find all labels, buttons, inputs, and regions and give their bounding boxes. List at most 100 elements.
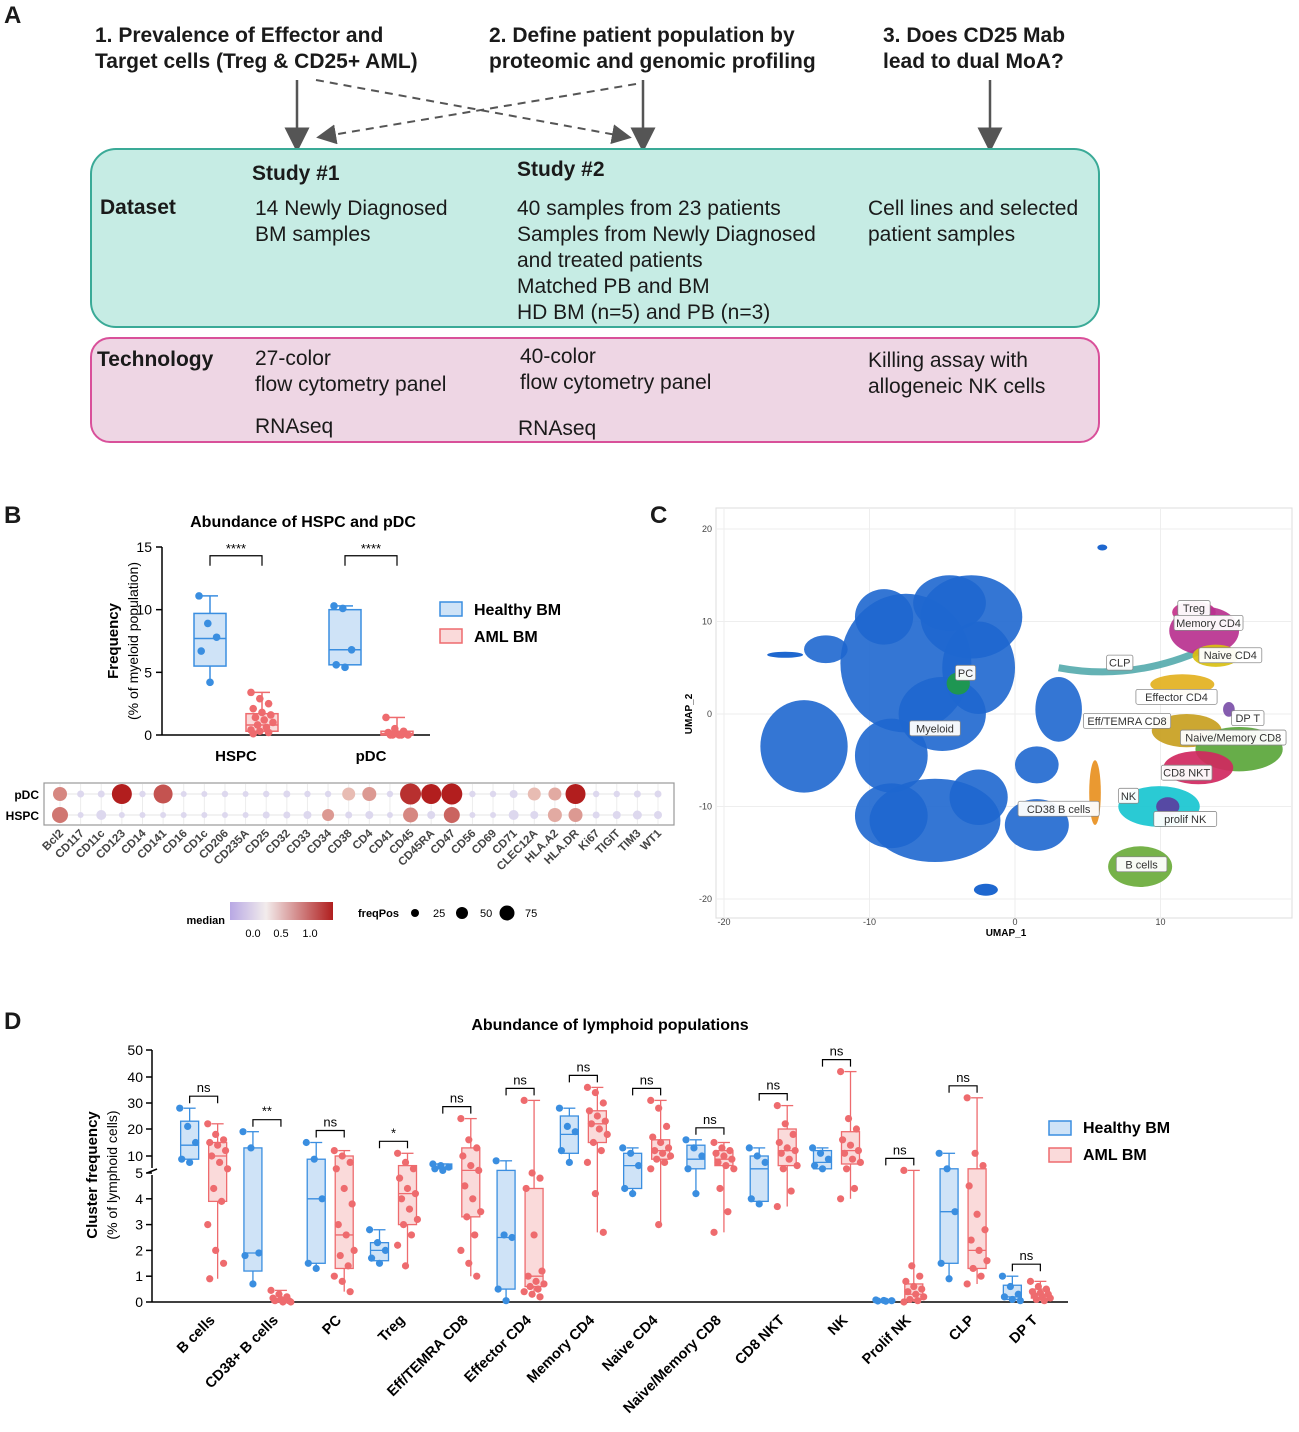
- dotplot-dot-pdc: [469, 790, 476, 798]
- data-point: [712, 1149, 720, 1157]
- data-point: [837, 1068, 845, 1076]
- question-3: 3. Does CD25 Mab lead to dual MoA?: [883, 23, 1065, 75]
- data-point: [344, 1262, 352, 1270]
- box-iqr: [306, 1158, 326, 1264]
- data-point: [239, 1128, 247, 1136]
- category-label: CLP: [946, 1312, 978, 1344]
- dotplot-dot-pdc: [509, 790, 518, 798]
- data-point: [634, 1162, 643, 1170]
- significance-bracket: [632, 1087, 662, 1096]
- dotplot-dot-pdc: [139, 790, 146, 798]
- data-point: [684, 1165, 692, 1173]
- data-point: [571, 1128, 579, 1136]
- data-point: [340, 1184, 348, 1193]
- data-point: [204, 1120, 212, 1128]
- significance-label: **: [262, 1104, 272, 1119]
- data-point: [1008, 1295, 1016, 1304]
- significance-label: ns: [703, 1112, 717, 1127]
- cluster-label: Treg: [1183, 603, 1205, 615]
- data-point: [176, 1104, 184, 1112]
- cluster-label: CLP: [1109, 658, 1130, 670]
- data-point: [184, 1122, 192, 1130]
- dotplot-dot-hspc: [568, 808, 583, 822]
- cluster-label: DP T: [1235, 713, 1260, 725]
- significance-bracket: [344, 555, 398, 566]
- data-point: [341, 663, 349, 672]
- data-point: [840, 1149, 849, 1157]
- data-point: [382, 713, 390, 722]
- y-tick-label: 30: [127, 1095, 143, 1111]
- data-point: [837, 1195, 845, 1203]
- box-iqr: [193, 612, 227, 667]
- dotplot-dot-pdc: [633, 790, 641, 798]
- data-point: [666, 1152, 675, 1160]
- data-point: [373, 1239, 382, 1247]
- significance-label: ****: [361, 541, 381, 556]
- box-iqr: [622, 1152, 643, 1190]
- data-point: [842, 1165, 851, 1173]
- marker-label: TIM3: [616, 828, 643, 855]
- data-point: [728, 1155, 736, 1163]
- data-point: [565, 1158, 573, 1166]
- data-point: [785, 1155, 793, 1163]
- data-point: [647, 1096, 655, 1104]
- significance-label: ns: [576, 1059, 590, 1074]
- data-point: [710, 1138, 718, 1147]
- data-point: [241, 1251, 249, 1260]
- data-point: [951, 1208, 959, 1216]
- data-point: [461, 1182, 469, 1190]
- y-tick-label: 2: [135, 1242, 143, 1258]
- data-point: [973, 1210, 981, 1218]
- question-2-line-1: 2. Define patient population by: [489, 24, 795, 47]
- data-point: [726, 1147, 734, 1155]
- data-point: [824, 1155, 833, 1163]
- data-point: [348, 1200, 356, 1208]
- significance-bracket: [821, 1059, 852, 1067]
- data-point: [647, 1165, 655, 1173]
- data-point: [264, 699, 273, 708]
- data-point: [342, 1231, 350, 1239]
- data-point: [779, 1165, 787, 1173]
- dotplot-dot-pdc: [613, 790, 620, 798]
- category-label: HSPC: [215, 748, 257, 765]
- data-point: [593, 1112, 601, 1120]
- y-tick-label: 50: [127, 1042, 143, 1058]
- data-point: [783, 1144, 791, 1152]
- data-point: [977, 1272, 985, 1280]
- significance-label: *: [391, 1125, 396, 1140]
- question-2: 2. Define patient population by proteomi…: [489, 23, 816, 75]
- data-point: [716, 1184, 724, 1193]
- dotplot-dot-pdc: [153, 784, 173, 804]
- study-2-title: Study #2: [517, 158, 605, 181]
- myeloid-cloud: [1015, 746, 1059, 784]
- question-1-line-1: 1. Prevalence of Effector and: [95, 24, 384, 47]
- data-point: [787, 1187, 795, 1195]
- data-point: [210, 1184, 218, 1193]
- data-point: [888, 1297, 896, 1305]
- data-point: [597, 1147, 605, 1155]
- dotplot-dot-hspc: [547, 808, 562, 822]
- data-point: [532, 1277, 540, 1285]
- dotplot-dot-hspc: [96, 810, 107, 820]
- cluster-label-box: [1017, 800, 1100, 817]
- dotplot-dot-pdc: [592, 790, 600, 798]
- data-point: [809, 1144, 817, 1152]
- dotplot-dot-pdc: [527, 787, 541, 801]
- data-point: [536, 1174, 544, 1182]
- data-point: [397, 731, 406, 739]
- data-point: [1014, 1290, 1022, 1298]
- data-point: [601, 1117, 609, 1125]
- data-point: [963, 1280, 971, 1288]
- study-2-dataset-line: 40 samples from 23 patients: [517, 197, 781, 220]
- cluster-label-box: [1153, 811, 1218, 827]
- data-point: [407, 1231, 416, 1239]
- dotplot-dot-hspc: [221, 812, 228, 818]
- data-point: [918, 1285, 926, 1293]
- data-point: [346, 1288, 354, 1296]
- legend-swatch: [1048, 1120, 1072, 1136]
- data-point: [655, 1104, 663, 1112]
- data-point: [534, 1285, 542, 1293]
- data-point: [583, 1083, 592, 1091]
- panel-b-chart: Abundance of HSPC and pDC 0 5 10 15 Frequency…: [6, 514, 675, 940]
- data-point: [661, 1158, 669, 1166]
